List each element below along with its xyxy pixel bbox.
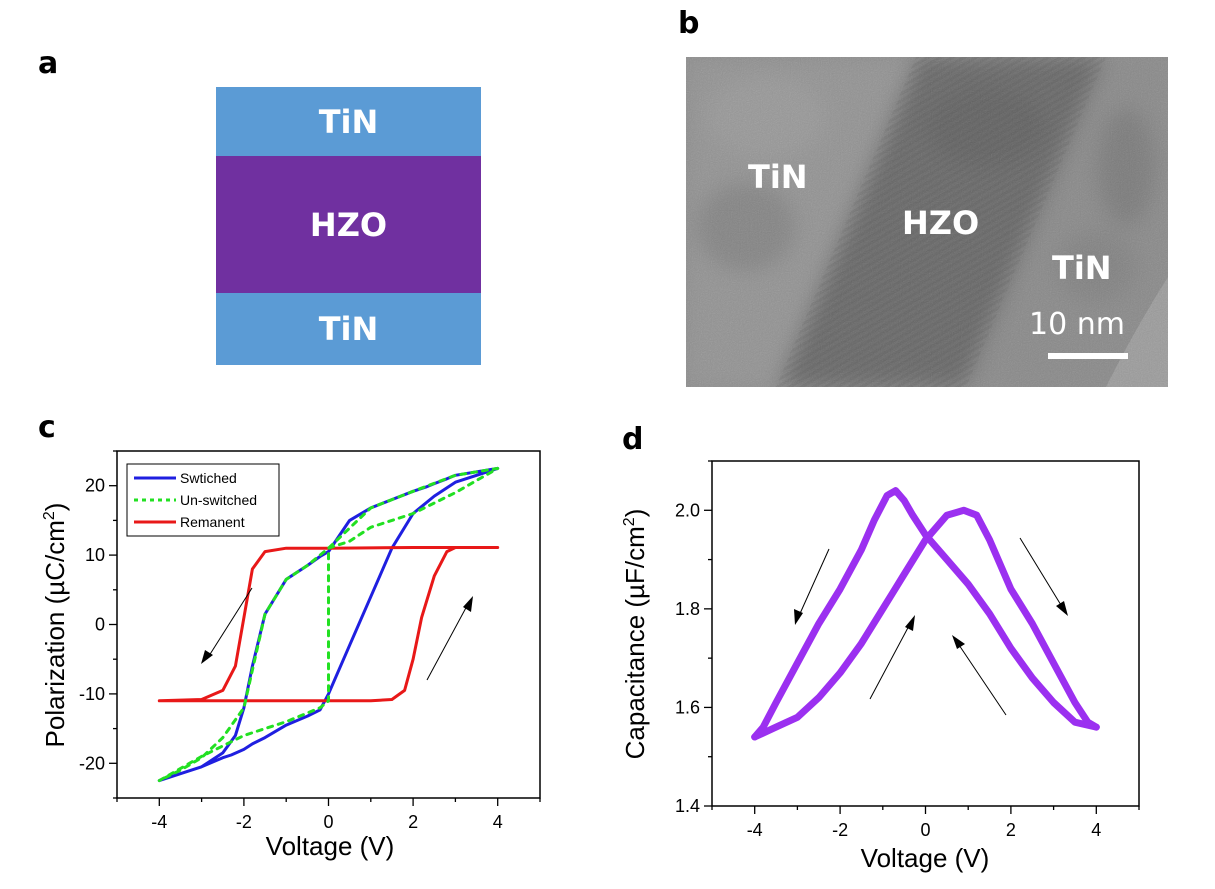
x-tick-label: 4 [493,812,503,832]
plot-frame [711,460,1140,807]
x-axis-label: Voltage (V) [266,831,395,861]
layer-stack-schematic: TiN HZO TiN [216,87,481,365]
y-tick-label: 2.0 [675,500,700,520]
arrow-head [201,650,213,664]
legend-label-unswitched: Un-switched [180,492,257,508]
x-tick-label: 2 [408,812,418,832]
bottom-tin-layer: TiN [216,293,481,365]
arrow-head [952,635,965,649]
y-tick-label: 0 [95,615,105,635]
arrow-down-right [1019,537,1065,611]
x-tick-label: -2 [832,820,848,840]
panel-letter-b: b [678,6,700,41]
arrow-down-left [206,587,253,660]
y-tick-label: 1.6 [675,697,700,717]
x-tick-label: -4 [747,820,763,840]
x-axis-label: Voltage (V) [861,843,990,873]
scale-bar-label: 10 nm [1029,307,1125,342]
y-tick-label: 10 [85,545,105,565]
y-tick-label: -10 [79,684,105,704]
x-tick-label: -2 [236,812,252,832]
y-tick-label: 1.8 [675,599,700,619]
tem-label-left-tin: TiN [748,158,808,196]
arrow-head [905,615,915,631]
y-tick-label: -20 [79,753,105,773]
tem-micrograph: TiN HZO TiN 10 nm [686,57,1168,387]
x-tick-label: -4 [151,812,167,832]
panel-letter-d: d [622,422,644,457]
scale-bar [1048,353,1128,359]
layer-label: TiN [318,102,379,141]
arrow-head [794,609,803,625]
top-tin-layer: TiN [216,87,481,156]
layer-label: HZO [309,205,388,244]
arrow-head [1056,601,1068,616]
x-tick-label: 2 [1006,820,1016,840]
y-axis-label: Capacitance (µF/cm2) [620,509,650,760]
tem-label-right-tin: TiN [1052,249,1112,287]
arrow-head [463,596,473,612]
y-tick-label: 20 [85,476,105,496]
panel-letter-c: c [38,410,56,445]
legend-label-remanent: Remanent [180,514,245,530]
layer-label: TiN [318,310,379,348]
x-tick-label: 0 [920,820,930,840]
panel-letter-a: a [38,46,59,81]
series-line-remanent [157,546,500,703]
hzo-layer: HZO [216,156,481,293]
legend: Swtiched Un-switched Remanent [126,463,280,537]
arrow-up-right [869,621,912,700]
series-line-capacitance-1 [751,506,1100,741]
arrow-up-right [426,603,469,681]
legend-label-switched: Swtiched [180,470,237,486]
y-axis-label: Polarization (µC/cm2) [40,503,70,748]
series-line-un-switched [157,466,500,783]
arrow-down-left [797,548,830,619]
x-tick-label: 4 [1091,820,1101,840]
x-tick-label: 0 [323,812,333,832]
arrow-up-left [956,641,1007,716]
y-tick-label: 1.4 [675,796,700,816]
tem-label-hzo: HZO [902,204,980,242]
series-line-capacitance-0 [751,487,1100,741]
capacitance-chart: -4 -2 0 2 4 1.4 1.6 1.8 2.0 Voltage (V) Capacita… [620,460,1140,873]
